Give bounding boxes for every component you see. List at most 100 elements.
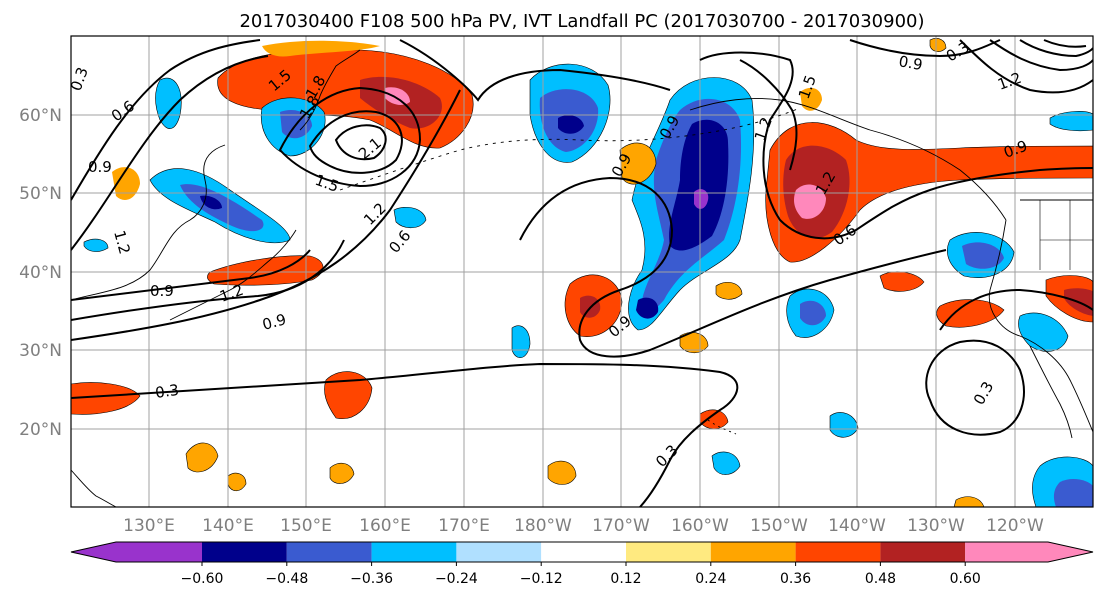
longitude-labels: 130°E 140°E 150°E 160°E 170°E 180°W 170°W 160°W…	[123, 516, 1044, 536]
pv-contour	[849, 39, 1001, 58]
map-frame	[70, 35, 1094, 508]
pv-contour	[939, 288, 1093, 331]
positive-anomaly	[953, 496, 985, 507]
colorbar-tick-label: −0.36	[350, 571, 393, 587]
colorbar-cell	[202, 542, 287, 562]
positive-anomaly	[329, 462, 355, 484]
pv-contour	[71, 89, 461, 341]
latitude-label: 20°N	[19, 420, 62, 440]
pv-contour	[399, 39, 671, 102]
coastline-north-america	[988, 219, 1093, 433]
colorbar-cell	[116, 542, 202, 562]
positive-anomaly	[699, 409, 729, 430]
negative-anomaly	[1049, 111, 1093, 132]
longitude-label: 170°E	[438, 516, 490, 536]
positive-anomaly	[324, 371, 373, 419]
negative-anomaly-core	[800, 300, 826, 326]
positive-anomaly	[227, 472, 247, 492]
colorbar-over-extension	[1048, 542, 1093, 562]
negative-anomaly-peak	[636, 297, 659, 319]
colorbar	[70, 541, 1094, 563]
colorbar-tick-label: −0.24	[435, 571, 478, 587]
positive-anomaly-fringe	[262, 40, 380, 57]
pv-contour	[71, 249, 311, 301]
pv-anomaly-shading	[71, 38, 1093, 507]
longitude-label: 150°E	[280, 516, 332, 536]
negative-anomaly-extreme	[694, 189, 709, 209]
latitude-label: 50°N	[19, 184, 62, 204]
latitude-label: 60°N	[19, 106, 62, 126]
pv-contour	[739, 59, 798, 171]
contour-label: 0.9	[88, 158, 112, 176]
contour-label: 0.9	[897, 52, 924, 74]
latitude-label: 30°N	[19, 341, 62, 361]
colorbar-tick-label: −0.60	[181, 571, 224, 587]
pv-contour	[699, 51, 1093, 240]
colorbar-tick-label: 0.48	[865, 571, 896, 587]
latitude-labels: 60°N 50°N 40°N 30°N 20°N	[19, 106, 62, 440]
contour-label: 0.9	[260, 310, 288, 334]
colorbar-outline	[70, 541, 1094, 563]
pv-contour	[959, 39, 1093, 94]
map-panel: 0.3 0.6 0.9 1.2 1.5 1.8 2.1 0.9 0.9 0.9 …	[70, 35, 1094, 508]
positive-anomaly	[71, 382, 141, 415]
coastline-alaska	[689, 98, 1007, 221]
colorbar-under-extension	[71, 542, 116, 562]
coastline-philippines	[71, 469, 117, 507]
positive-anomaly	[547, 460, 577, 485]
contour-label: 1.2	[110, 228, 134, 256]
positive-anomaly	[619, 142, 657, 185]
pv-contour	[925, 339, 1025, 436]
longitude-label: 130°W	[907, 516, 965, 536]
negative-anomaly-core	[1053, 479, 1093, 507]
colorbar-cell	[371, 542, 457, 562]
pv-contour	[71, 362, 739, 507]
positive-anomaly-peak	[385, 87, 410, 105]
longitude-label: 150°W	[750, 516, 808, 536]
colorbar-tick-labels: −0.60 −0.48 −0.36 −0.24 −0.12 0.12 0.24 0.36 0.4…	[181, 562, 981, 587]
pv-contour	[71, 239, 345, 321]
colorbar-tick-label: 0.60	[950, 571, 981, 587]
pv-contour	[308, 110, 403, 174]
colorbar-cell	[456, 542, 542, 562]
colorbar-cell	[626, 542, 711, 562]
coastline-kamchatka	[299, 49, 361, 131]
longitude-label: 130°E	[123, 516, 175, 536]
positive-anomaly	[185, 442, 219, 473]
pv-contour	[519, 176, 947, 358]
longitude-label: 170°W	[592, 516, 650, 536]
pv-contour	[71, 39, 261, 201]
colorbar-cell	[795, 542, 881, 562]
positive-anomaly-fringe	[800, 87, 822, 111]
pv-contour	[989, 39, 1093, 72]
pv-contour	[1019, 39, 1093, 58]
colorbar-cell	[880, 542, 966, 562]
longitude-label: 180°W	[514, 516, 572, 536]
colorbar-cell	[541, 542, 626, 562]
pv-contour	[278, 86, 422, 188]
longitude-label: 140°W	[828, 516, 886, 536]
coastline-asia	[71, 144, 226, 301]
negative-anomaly	[711, 451, 741, 475]
state-border	[1039, 200, 1093, 270]
positive-anomaly	[929, 38, 947, 52]
pv-contour	[334, 124, 387, 161]
pv-contours	[71, 39, 1093, 507]
negative-anomaly-peak	[669, 119, 729, 251]
longitude-label: 140°E	[202, 516, 254, 536]
negative-anomaly-core	[962, 242, 1004, 269]
contour-label: 0.3	[154, 381, 180, 402]
pv-contour	[71, 55, 269, 251]
negative-anomaly	[829, 412, 859, 438]
negative-anomaly	[393, 207, 427, 229]
colorbar-tick-label: 0.36	[780, 571, 811, 587]
longitude-label: 160°E	[359, 516, 411, 536]
colorbar-tick-label: 0.24	[695, 571, 726, 587]
coastline-baja	[1029, 345, 1073, 439]
colorbar-tick-label: −0.12	[520, 571, 563, 587]
negative-anomaly	[155, 77, 182, 129]
longitude-label: 120°W	[986, 516, 1044, 536]
colorbar-cell	[710, 542, 796, 562]
colorbar-cell	[965, 542, 1048, 562]
